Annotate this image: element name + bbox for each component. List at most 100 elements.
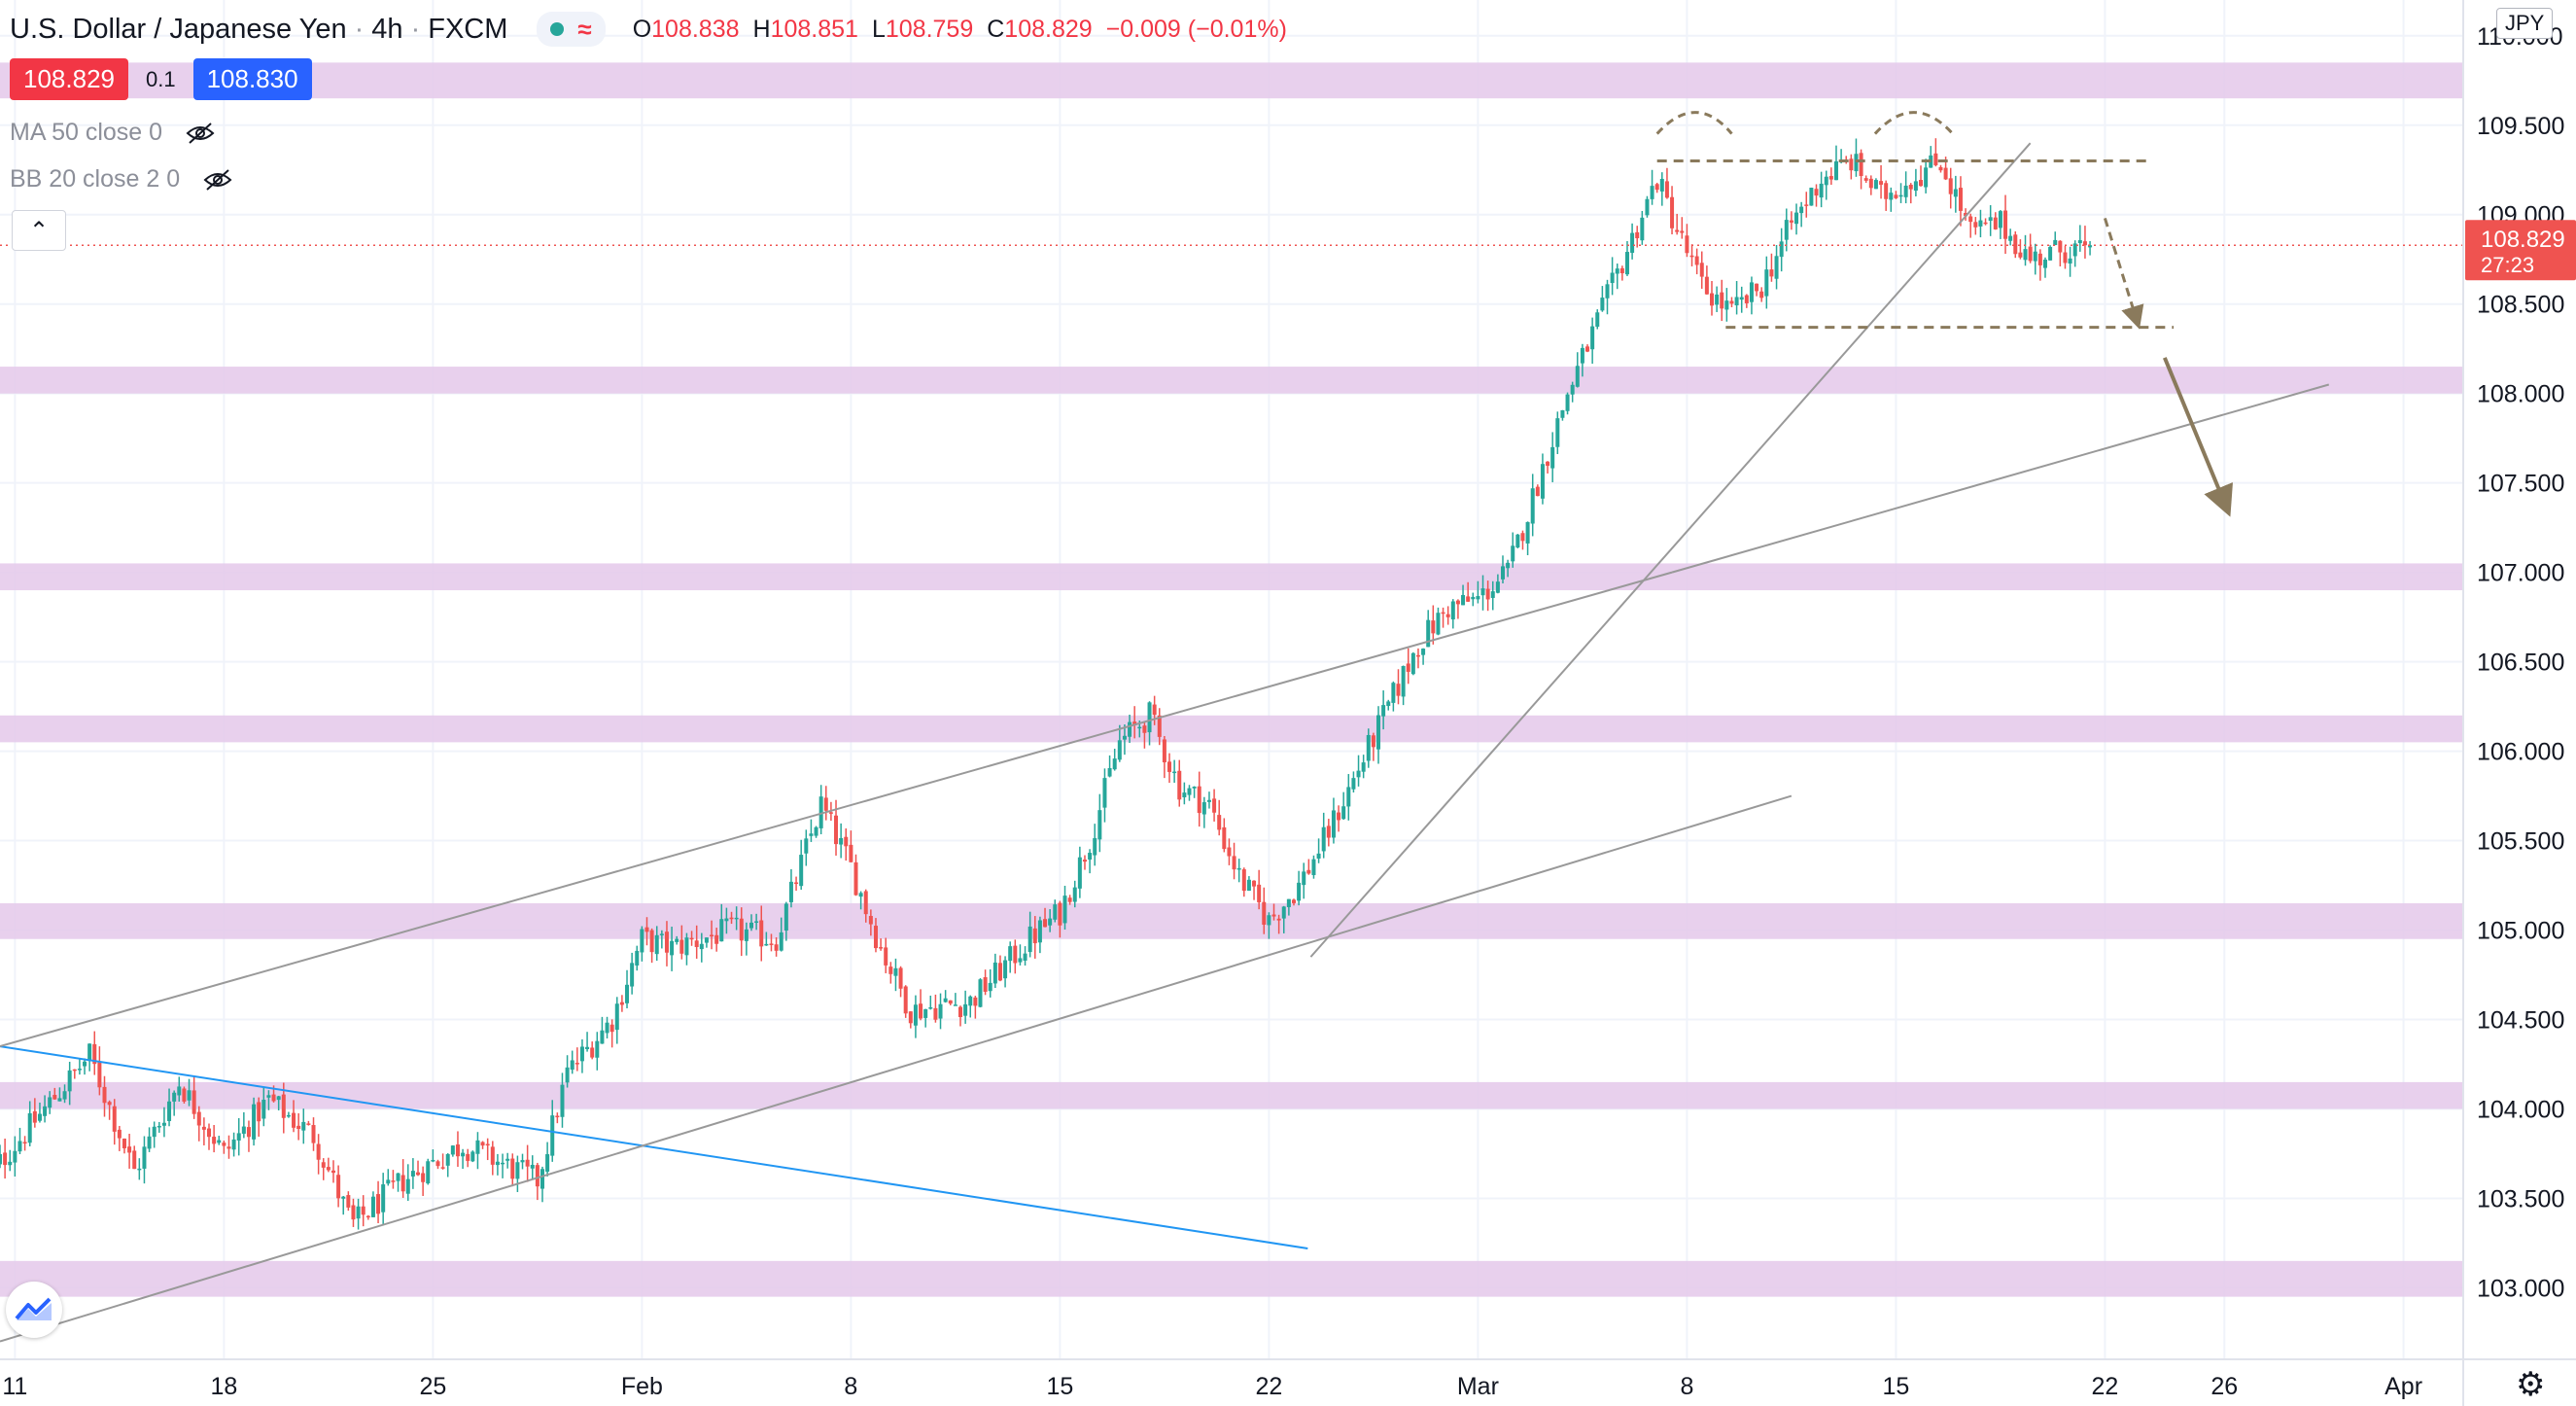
candle-body <box>461 1152 466 1157</box>
candle-body <box>2042 259 2047 268</box>
candle-body <box>1471 596 1476 600</box>
candle-body <box>535 1165 540 1187</box>
candle-body <box>844 836 849 847</box>
price-axis-label: 105.500 <box>2477 828 2564 856</box>
candle-body <box>1381 705 1386 717</box>
tradingview-logo-icon[interactable] <box>6 1282 62 1338</box>
interval-label[interactable]: 4h <box>371 13 403 45</box>
candle-body <box>1903 185 1908 197</box>
eye-hidden-icon[interactable] <box>186 122 215 145</box>
candle-body <box>1177 770 1182 800</box>
double-top-arc <box>1873 111 1954 135</box>
candle-body <box>321 1162 326 1168</box>
candle-body <box>1436 613 1441 635</box>
eye-hidden-icon[interactable] <box>203 168 232 192</box>
candle-body <box>2013 234 2018 255</box>
candle-body <box>893 967 898 976</box>
candle-body <box>1938 166 1943 171</box>
candle-body <box>1331 810 1336 838</box>
gear-icon[interactable]: ⚙ <box>2516 1366 2546 1403</box>
candle-body <box>13 1150 17 1163</box>
candle-body <box>625 984 630 1003</box>
candle-body <box>1863 178 1868 181</box>
trend-line <box>0 571 1673 1048</box>
candle-body <box>490 1146 495 1165</box>
price-axis-label: 106.500 <box>2477 650 2564 677</box>
indicator-bb-20[interactable]: BB 20 close 2 0 <box>10 165 232 193</box>
trend-line <box>0 1045 1308 1249</box>
candle-body <box>734 917 739 920</box>
price-axis-label: 105.000 <box>2477 918 2564 945</box>
candle-body <box>1964 212 1968 217</box>
candle-body <box>286 1114 291 1117</box>
candle-body <box>152 1126 157 1138</box>
candle-body <box>1366 734 1371 761</box>
candle-body <box>400 1175 405 1192</box>
time-axis-label: Mar <box>1457 1373 1499 1400</box>
candle-body <box>884 947 888 966</box>
candle-body <box>555 1115 560 1118</box>
sell-price-button[interactable]: 108.829 <box>10 58 128 100</box>
last-price-label: 108.829 <box>2481 227 2565 253</box>
low-value: 108.759 <box>885 15 974 43</box>
collapse-legend-button[interactable]: ⌃ <box>12 210 66 251</box>
time-axis-label: 18 <box>210 1373 237 1400</box>
candle-body <box>107 1102 112 1106</box>
countdown-label: 27:23 <box>2481 253 2534 277</box>
candle-body <box>3 1152 8 1166</box>
candle-body <box>635 950 640 966</box>
time-axis-label: 11 <box>2 1373 27 1400</box>
candle-body <box>1898 194 1903 197</box>
price-axis-label: 109.500 <box>2477 113 2564 140</box>
candle-body <box>416 1172 421 1176</box>
market-status[interactable]: ≈ <box>537 12 606 47</box>
candle-body <box>2058 240 2063 253</box>
candle-body <box>779 931 783 951</box>
candle-body <box>739 918 744 941</box>
candle-body <box>1515 534 1520 548</box>
candle-body <box>266 1095 271 1098</box>
candle-body <box>27 1112 32 1143</box>
candle-body <box>908 1011 913 1024</box>
candle-body <box>1490 591 1495 598</box>
candle-body <box>276 1096 281 1101</box>
time-axis-label: 15 <box>1883 1373 1910 1400</box>
currency-button[interactable]: JPY <box>2496 8 2554 39</box>
candle-body <box>1560 409 1565 418</box>
candle-body <box>1530 488 1535 524</box>
candle-body <box>122 1138 126 1148</box>
candle-body <box>381 1184 386 1213</box>
candle-body <box>1779 241 1784 258</box>
symbol-name[interactable]: U.S. Dollar / Japanese Yen <box>10 13 347 45</box>
candle-body <box>1088 853 1093 861</box>
candle-body <box>1873 180 1878 190</box>
candle-body <box>992 962 997 984</box>
indicator-ma-50[interactable]: MA 50 close 0 <box>10 119 215 147</box>
candle-body <box>410 1171 415 1177</box>
candle-body <box>704 937 709 943</box>
candle-body <box>540 1169 544 1189</box>
candle-body <box>1386 701 1391 707</box>
candle-body <box>873 926 878 949</box>
candle-body <box>83 1061 87 1067</box>
price-axis-label: 103.500 <box>2477 1185 2564 1213</box>
candle-body <box>1201 802 1206 815</box>
candle-body <box>1585 346 1590 352</box>
candle-body <box>1784 220 1789 240</box>
candle-body <box>351 1205 356 1220</box>
candle-body <box>226 1146 231 1149</box>
candle-body <box>1227 847 1232 857</box>
candle-body <box>973 997 978 1006</box>
candle-body <box>1919 180 1924 187</box>
candle-body <box>644 927 649 932</box>
candle-body <box>1137 726 1142 729</box>
buy-price-button[interactable]: 108.830 <box>192 58 312 100</box>
candle-body <box>187 1090 191 1101</box>
time-axis-label: 25 <box>419 1373 446 1400</box>
candle-body <box>520 1160 525 1163</box>
candle-body <box>1252 880 1257 887</box>
candle-body <box>1232 856 1236 870</box>
candle-body <box>361 1206 366 1215</box>
candle-body <box>919 1003 923 1019</box>
